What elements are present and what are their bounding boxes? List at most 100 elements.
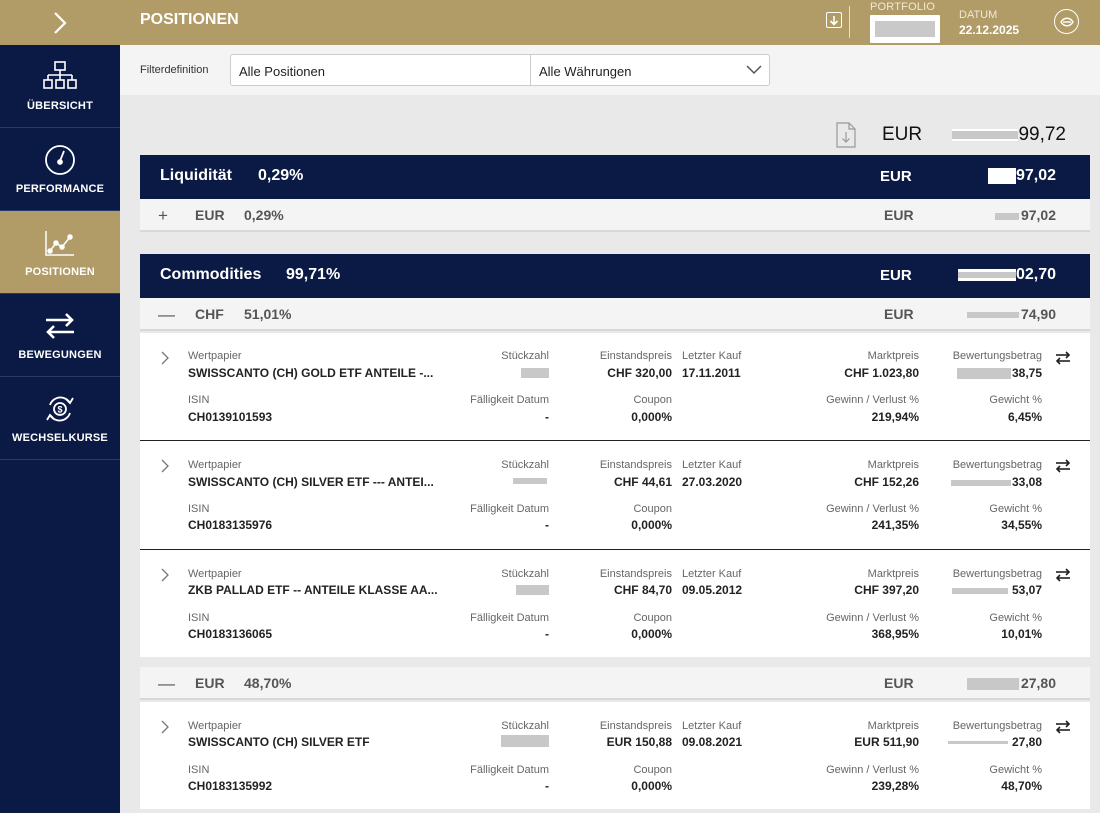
logout-button[interactable] [1054, 9, 1079, 34]
sidebar-item-performance[interactable]: PERFORMANCE [0, 128, 120, 211]
security-name[interactable]: ZKB PALLAD ETF -- ANTEILE KLASSE AA... [188, 583, 438, 597]
card-divider [140, 440, 1090, 441]
redacted-value [956, 368, 1011, 380]
cost-price: CHF 84,70 [613, 583, 672, 597]
redacted-value [947, 741, 1008, 745]
valuation-amount: 33,08 [922, 475, 1042, 489]
label-wertpapier: Wertpapier [188, 459, 242, 471]
sitemap-icon [43, 60, 77, 94]
section-header-liquiditaet[interactable]: Liquidität 0,29% EUR 97,02 [140, 155, 1090, 199]
collapse-toggle[interactable]: — [158, 674, 175, 693]
transfer-arrows-icon[interactable] [1055, 459, 1071, 473]
filter-divider [530, 55, 531, 85]
transfer-arrows-icon[interactable] [1055, 351, 1071, 365]
label-stueckzahl: Stückzahl [501, 568, 549, 580]
coupon-value: 0,000% [631, 627, 672, 641]
subgroup-currency: EUR [195, 675, 225, 691]
section-percent: 99,71% [286, 266, 341, 283]
sidebar-item-bewegungen[interactable]: BEWEGUNGEN [0, 294, 120, 377]
label-gewinn-verlust: Gewinn / Verlust % [826, 612, 919, 624]
redacted-value [875, 21, 935, 37]
cost-price: EUR 150,88 [606, 735, 672, 749]
label-letzter-kauf: Letzter Kauf [682, 459, 742, 471]
security-name[interactable]: SWISSCANTO (CH) SILVER ETF --- ANTEI... [188, 475, 434, 489]
sidebar-toggle-button[interactable] [0, 0, 120, 45]
chevron-right-icon[interactable] [160, 568, 169, 582]
label-bewertungsbetrag: Bewertungsbetrag [952, 459, 1042, 471]
label-bewertungsbetrag: Bewertungsbetrag [952, 720, 1042, 732]
chevron-right-icon[interactable] [160, 351, 169, 365]
isin-value: CH0183136065 [188, 627, 273, 641]
date-label: DATUM [959, 9, 998, 21]
position-card: Wertpapier SWISSCANTO (CH) GOLD ETF ANTE… [140, 333, 1090, 440]
export-file-icon[interactable] [836, 122, 856, 148]
redacted-value [951, 587, 1008, 594]
market-price: CHF 397,20 [854, 583, 919, 597]
weight-percent: 10,01% [1001, 627, 1042, 641]
label-letzter-kauf: Letzter Kauf [682, 720, 742, 732]
security-name[interactable]: SWISSCANTO (CH) GOLD ETF ANTEILE -... [188, 366, 434, 380]
top-bar: POSITIONEN PORTFOLIO DATUM 22.12.2025 [0, 0, 1100, 45]
transfer-arrows-icon[interactable] [1055, 568, 1071, 582]
chevron-right-icon[interactable] [160, 720, 169, 734]
sidebar-item-uebersicht[interactable]: ÜBERSICHT [0, 45, 120, 128]
sidebar-item-wechselkurse[interactable]: $ WECHSELKURSE [0, 377, 120, 460]
label-faelligkeit: Fälligkeit Datum [470, 764, 549, 776]
total-currency: EUR [882, 124, 923, 145]
label-marktpreis: Marktpreis [867, 720, 919, 732]
header-divider [849, 6, 850, 38]
label-gewinn-verlust: Gewinn / Verlust % [826, 503, 919, 515]
collapse-toggle[interactable]: — [158, 305, 175, 324]
redacted-value [952, 128, 1019, 141]
label-bewertungsbetrag: Bewertungsbetrag [952, 568, 1042, 580]
label-gewicht: Gewicht % [989, 503, 1042, 515]
transfer-arrows-icon[interactable] [1055, 720, 1071, 734]
label-letzter-kauf: Letzter Kauf [682, 350, 742, 362]
isin-value: CH0183135976 [188, 518, 273, 532]
subgroup-value-currency: EUR [884, 207, 914, 223]
label-wertpapier: Wertpapier [188, 350, 242, 362]
position-card: Wertpapier ZKB PALLAD ETF -- ANTEILE KLA… [140, 550, 1090, 657]
last-purchase-date: 09.05.2012 [682, 583, 743, 597]
position-card: Wertpapier SWISSCANTO (CH) SILVER ETF --… [140, 441, 1090, 549]
weight-percent: 48,70% [1001, 779, 1042, 793]
currency-filter-select[interactable]: Alle Währungen [539, 64, 632, 79]
sidebar: ÜBERSICHT PERFORMANCE POSITIONEN BEWEGUN… [0, 45, 120, 813]
cost-price: CHF 44,61 [613, 475, 672, 489]
label-letzter-kauf: Letzter Kauf [682, 568, 742, 580]
chevron-down-icon[interactable] [745, 64, 763, 76]
label-faelligkeit: Fälligkeit Datum [470, 503, 549, 515]
chevron-right-icon[interactable] [160, 459, 169, 473]
section-header-commodities[interactable]: Commodities 99,71% EUR 02,70 [140, 254, 1090, 298]
label-marktpreis: Marktpreis [867, 568, 919, 580]
subgroup-row-liquiditaet-eur: + EUR 0,29% EUR 97,02 [140, 199, 1090, 232]
label-wertpapier: Wertpapier [188, 720, 242, 732]
market-price: CHF 152,26 [854, 475, 919, 489]
coupon-value: 0,000% [631, 779, 672, 793]
date-value[interactable]: 22.12.2025 [959, 23, 1020, 37]
label-einstandspreis: Einstandspreis [599, 720, 672, 732]
section-value: 97,02 [940, 167, 1056, 185]
label-gewinn-verlust: Gewinn / Verlust % [826, 764, 919, 776]
sidebar-item-positionen[interactable]: POSITIONEN [0, 211, 120, 294]
valuation-amount-text: 38,75 [1011, 366, 1042, 380]
valuation-amount: 27,80 [922, 735, 1042, 749]
section-value-text: 02,70 [1015, 266, 1056, 283]
label-gewinn-verlust: Gewinn / Verlust % [826, 394, 919, 406]
subgroup-percent: 0,29% [244, 207, 284, 223]
label-coupon: Coupon [633, 764, 672, 776]
valuation-amount: 38,75 [922, 366, 1042, 380]
expand-toggle[interactable]: + [158, 206, 168, 225]
portfolio-selector[interactable] [870, 15, 940, 43]
download-button[interactable] [826, 12, 842, 28]
label-einstandspreis: Einstandspreis [599, 568, 672, 580]
section-currency: EUR [880, 168, 912, 185]
last-purchase-date: 09.08.2021 [682, 735, 743, 749]
security-name[interactable]: SWISSCANTO (CH) SILVER ETF [188, 735, 370, 749]
label-isin: ISIN [188, 612, 210, 624]
positions-filter-select[interactable]: Alle Positionen [239, 64, 325, 79]
label-gewicht: Gewicht % [989, 612, 1042, 624]
subgroup-percent: 48,70% [244, 675, 292, 691]
label-coupon: Coupon [633, 394, 672, 406]
label-einstandspreis: Einstandspreis [599, 459, 672, 471]
